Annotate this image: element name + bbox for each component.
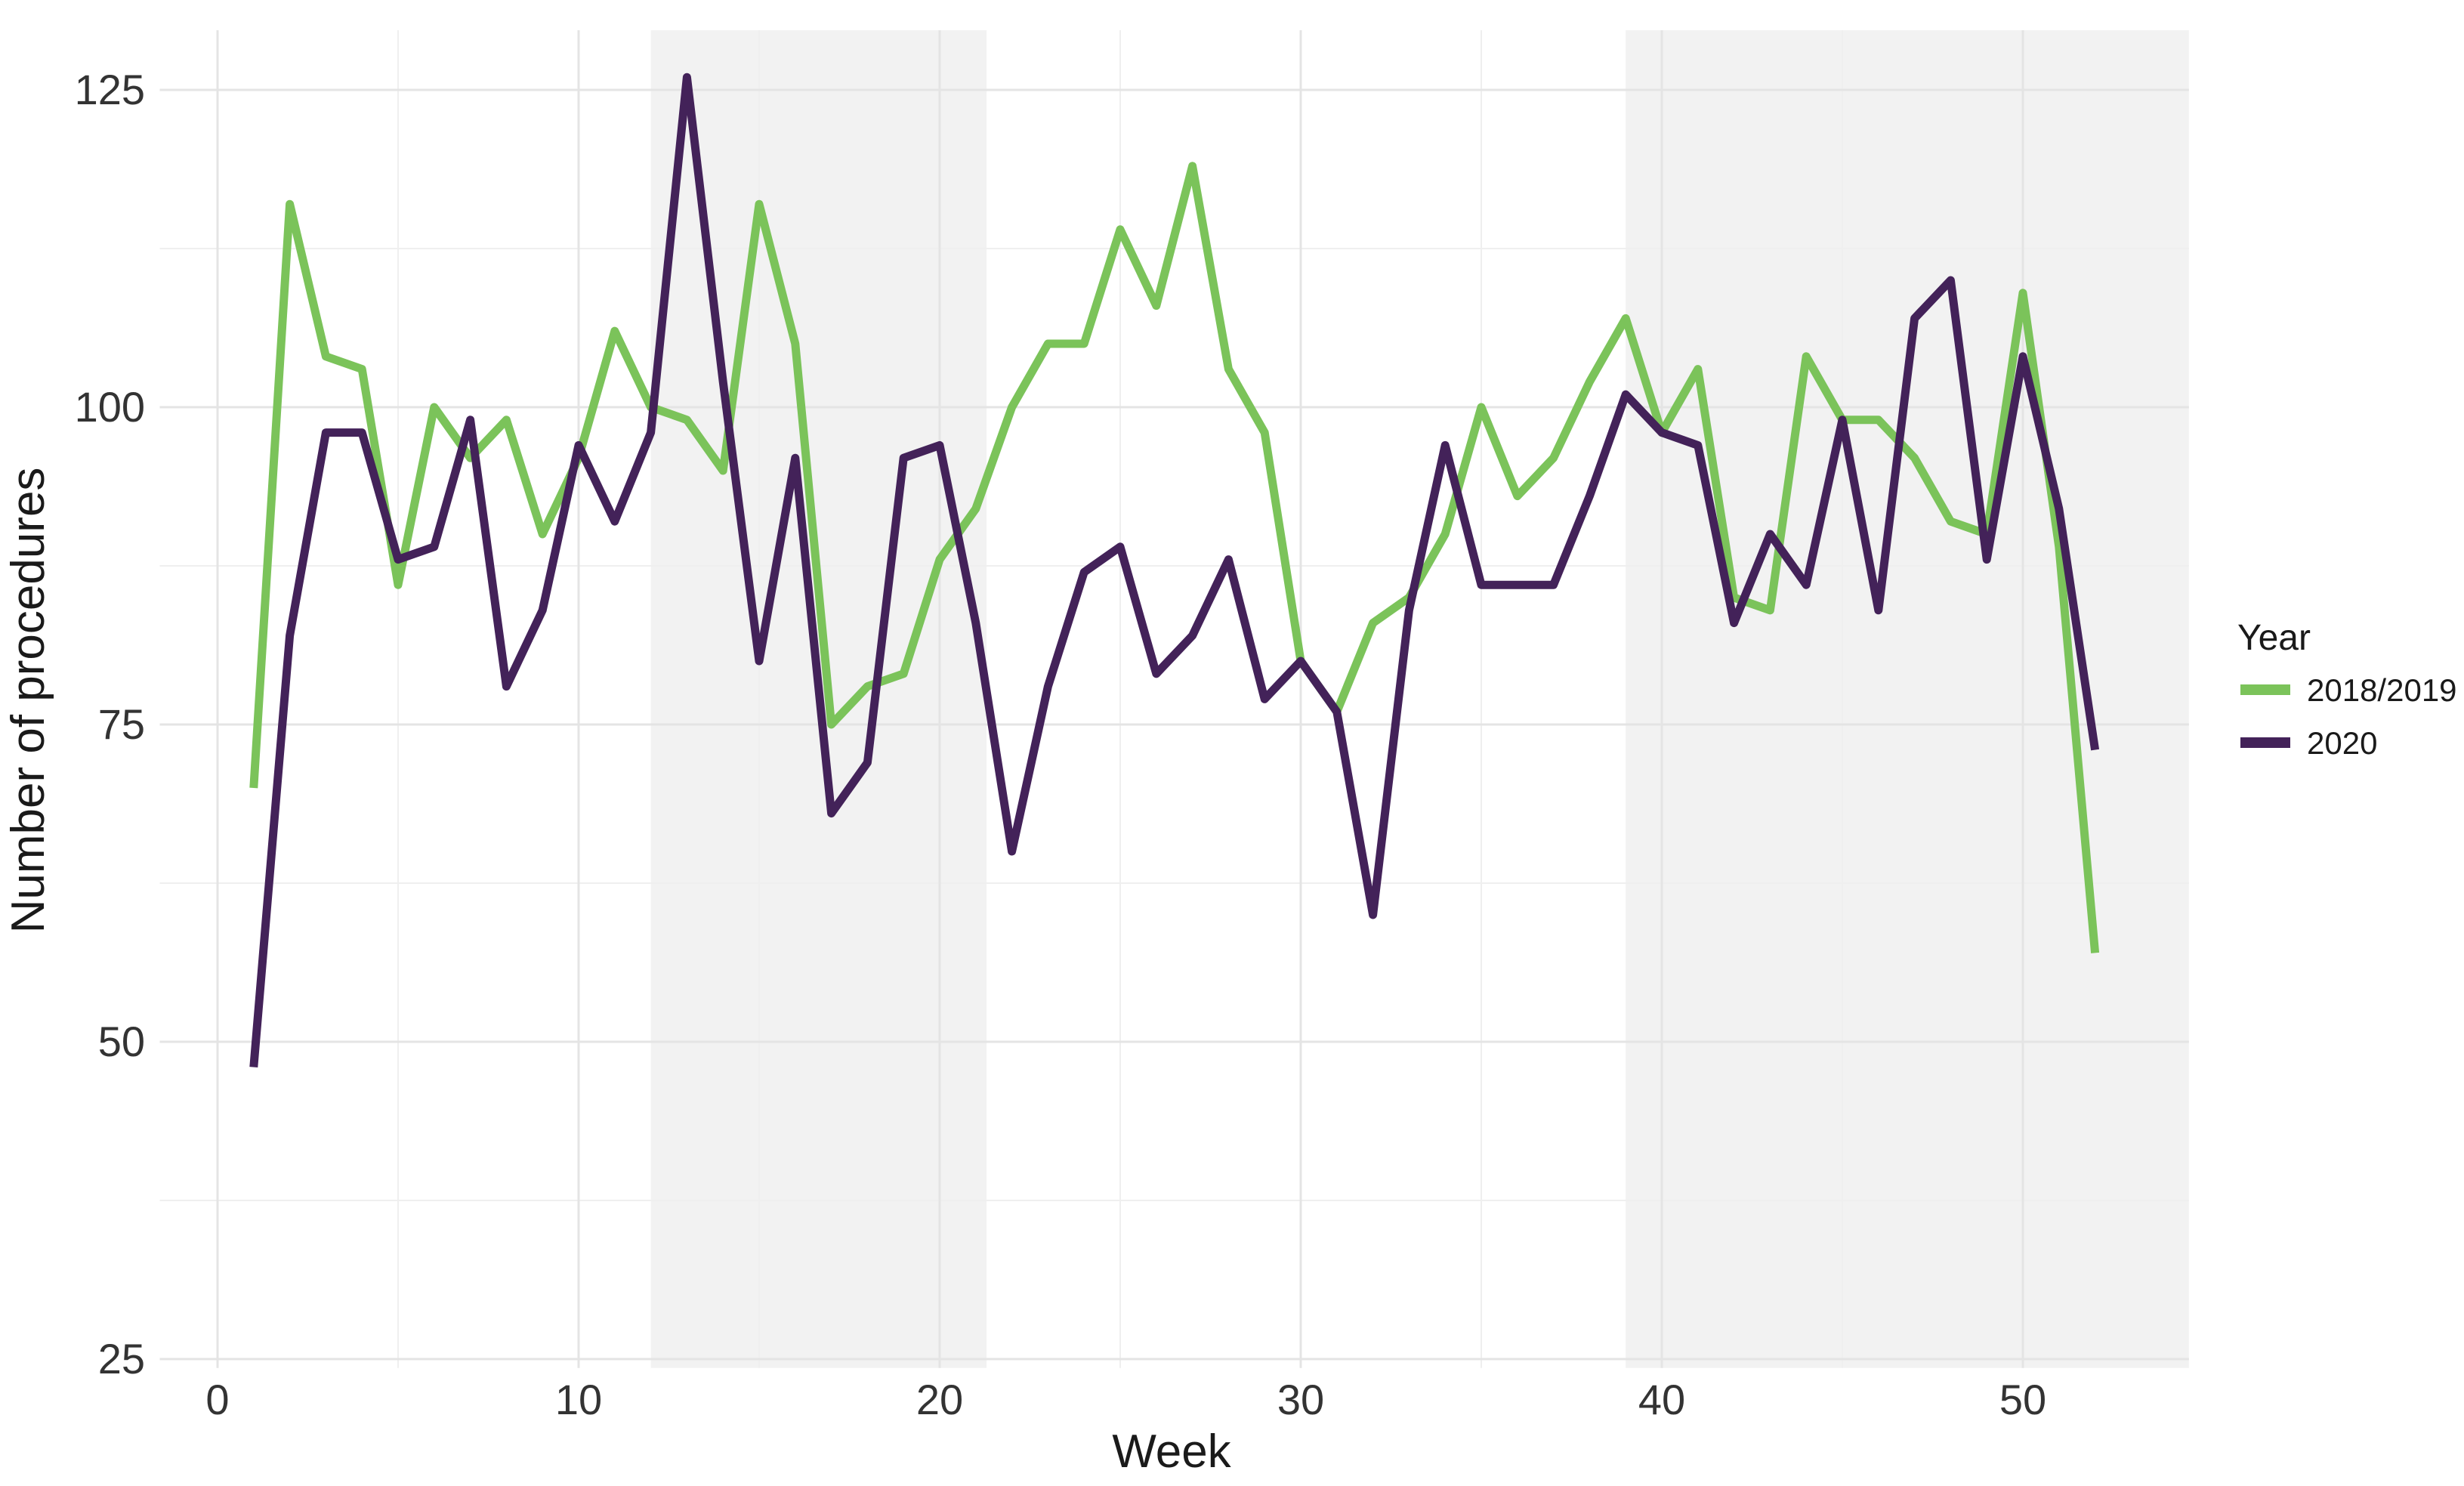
y-tick-label: 25: [98, 1335, 145, 1383]
x-tick-label: 0: [205, 1376, 229, 1423]
y-tick-label: 75: [98, 700, 145, 748]
x-tick-labels: 0 10 20 30 40 50: [205, 1376, 2046, 1423]
legend-item: 2020: [2240, 725, 2377, 761]
y-tick-labels: 25 50 75 100 125: [75, 66, 145, 1383]
x-tick-label: 30: [1277, 1376, 1324, 1423]
legend-item: 2018/2019: [2240, 672, 2457, 708]
series-line-2020: [249, 73, 2100, 1068]
legend-item-label: 2018/2019: [2307, 672, 2457, 708]
legend-items: 2018/2019 2020: [2240, 672, 2457, 761]
shaded-bands: [650, 30, 2189, 1368]
y-tick-label: 125: [75, 66, 145, 113]
x-tick-label: 20: [916, 1376, 963, 1423]
y-tick-label: 100: [75, 383, 145, 431]
data-series: [249, 73, 2100, 1068]
x-tick-label: 10: [555, 1376, 602, 1423]
y-tick-label: 50: [98, 1018, 145, 1065]
legend: Year 2018/2019 2020: [2237, 618, 2457, 761]
x-axis-title: Week: [1112, 1426, 1231, 1478]
legend-item-label: 2020: [2307, 725, 2377, 761]
major-gridlines: [159, 30, 2189, 1368]
x-tick-label: 50: [1999, 1376, 2046, 1423]
y-axis-title: Number of procedures: [2, 468, 54, 934]
minor-gridlines: [159, 30, 2189, 1368]
legend-title: Year: [2237, 618, 2311, 658]
x-tick-label: 40: [1638, 1376, 1685, 1423]
series-line-2018-2019: [249, 162, 2100, 953]
highlight-band: [1626, 30, 2189, 1368]
